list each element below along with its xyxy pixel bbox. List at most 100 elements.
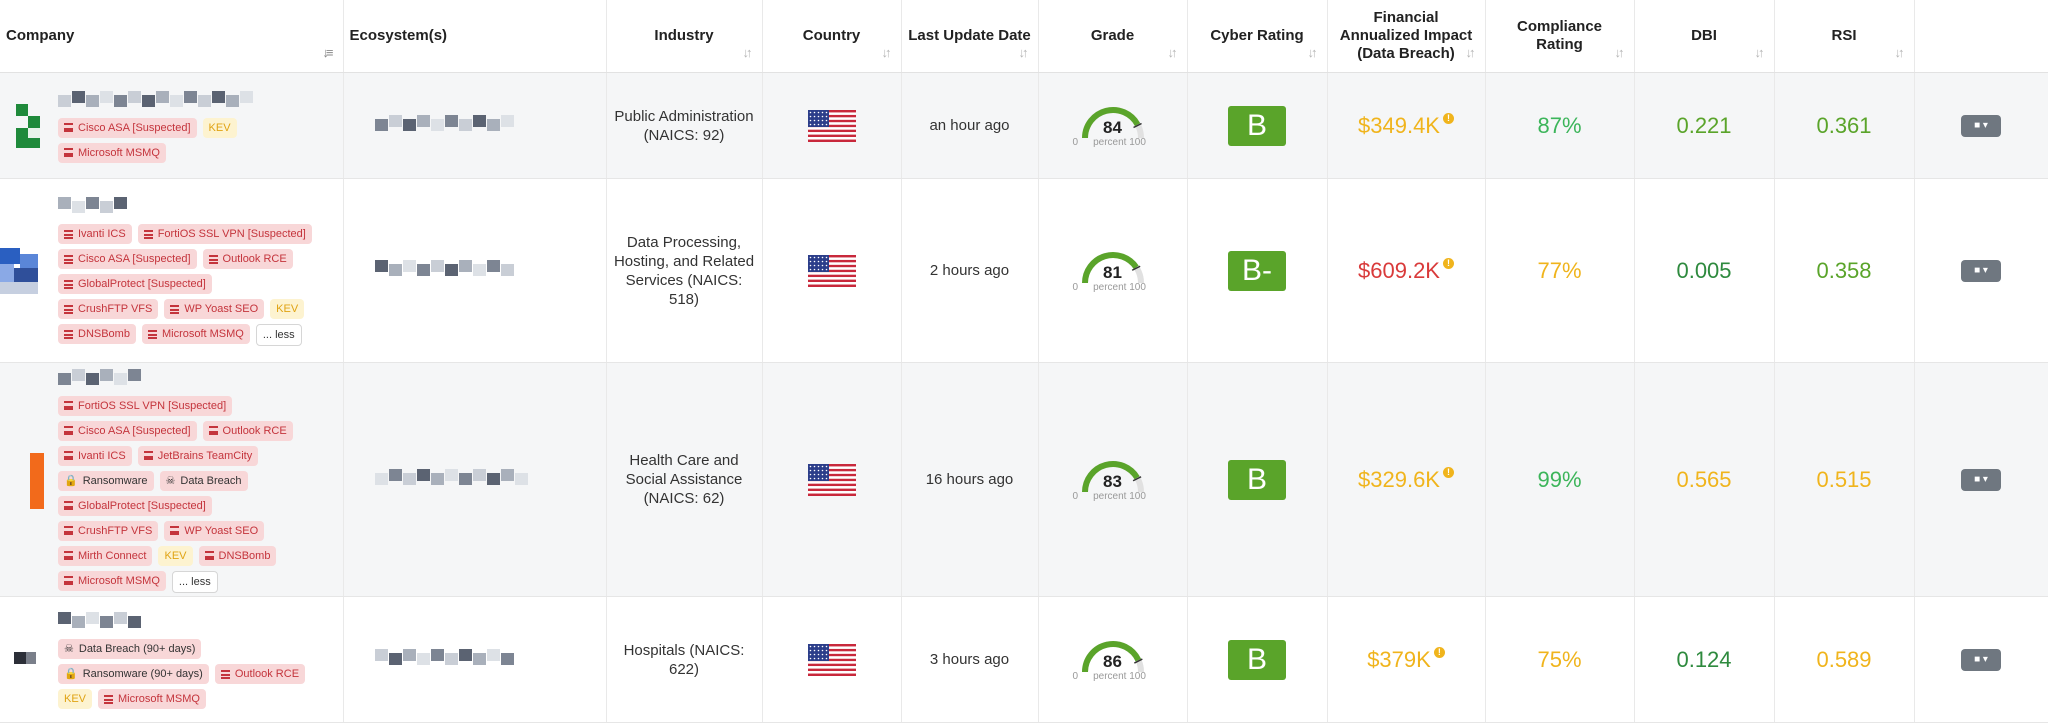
info-icon[interactable]: ! — [1442, 112, 1454, 124]
sort-icon[interactable]: ↓↑ — [742, 45, 753, 60]
company-name-redacted — [58, 612, 141, 628]
row-actions-button[interactable]: ■ ▾ — [1961, 648, 2001, 671]
col-country[interactable]: Country ↓↑ — [762, 0, 902, 73]
vulnerability-icon — [64, 451, 73, 460]
risk-tag[interactable]: CrushFTP VFS — [58, 520, 159, 541]
sort-icon[interactable]: ↓↑ — [881, 45, 892, 60]
risk-tag[interactable]: KEV — [58, 689, 93, 709]
col-financial[interactable]: Financial Annualized Impact (Data Breach) ↓… — [1327, 0, 1486, 73]
col-grade[interactable]: Grade ↓↑ — [1038, 0, 1188, 73]
toggle-tags-button[interactable]: ... less — [255, 324, 302, 346]
info-icon[interactable]: ! — [1442, 257, 1454, 269]
risk-tag[interactable]: Cisco ASA [Suspected] — [58, 420, 197, 441]
table-row[interactable]: Cisco ASA [Suspected] KEV Microsoft MSMQ P… — [0, 72, 2048, 179]
table-row[interactable]: ☠ Data Breach (90+ days) 🔒 Ransomware (90+ … — [0, 596, 2048, 723]
risk-tag-label: Ransomware (90+ days) — [82, 668, 203, 680]
gauge-min-label: 0 — [1072, 670, 1079, 682]
risk-tag[interactable]: DNSBomb — [58, 324, 136, 344]
col-cyber-rating-label: Cyber Rating — [1210, 27, 1304, 44]
risk-tag[interactable]: FortiOS SSL VPN [Suspected] — [137, 224, 312, 244]
row-actions-button[interactable]: ■ ▾ — [1961, 114, 2001, 137]
table-row[interactable]: FortiOS SSL VPN [Suspected] Cisco ASA [Su… — [0, 362, 2048, 597]
col-rsi[interactable]: RSI ↓↑ — [1774, 0, 1915, 73]
risk-tag[interactable]: ☠ Data Breach (90+ days) — [58, 639, 202, 659]
risk-tags: Cisco ASA [Suspected] KEV Microsoft MSMQ — [58, 117, 313, 163]
ecosystem-cell[interactable] — [343, 72, 607, 179]
risk-tag-label: Ransomware — [82, 474, 148, 487]
risk-tag[interactable]: Microsoft MSMQ — [98, 689, 206, 709]
row-actions-button[interactable]: ■ ▾ — [1961, 259, 2001, 282]
info-icon[interactable]: ! — [1433, 646, 1445, 658]
col-company[interactable]: Company ↓≡ — [0, 0, 344, 73]
risk-tag[interactable]: WP Yoast SEO — [164, 520, 265, 541]
sort-icon[interactable]: ↓↑ — [1018, 45, 1029, 60]
sort-icon[interactable]: ↓≡ — [322, 45, 333, 60]
us-flag-icon — [807, 109, 856, 142]
risk-tag[interactable]: ☠ Data Breach — [159, 470, 248, 491]
risk-tag-label: WP Yoast SEO — [184, 303, 259, 315]
sort-icon[interactable]: ↓↑ — [1754, 45, 1765, 60]
col-dbi[interactable]: DBI ↓↑ — [1634, 0, 1775, 73]
sort-icon[interactable]: ↓↑ — [1167, 45, 1178, 60]
risk-tag[interactable]: WP Yoast SEO — [164, 299, 265, 319]
grade-gauge: 86 0 percent 100 — [1073, 634, 1153, 686]
risk-tag-label: Cisco ASA [Suspected] — [78, 424, 191, 437]
risk-tag-label: Microsoft MSMQ — [161, 328, 244, 340]
risk-tag[interactable]: Outlook RCE — [214, 664, 306, 684]
col-last-update[interactable]: Last Update Date ↓↑ — [901, 0, 1039, 73]
ecosystem-cell[interactable] — [343, 596, 607, 723]
risk-tag[interactable]: Microsoft MSMQ — [58, 570, 166, 591]
risk-tag[interactable]: KEV — [158, 545, 193, 566]
sort-icon[interactable]: ↓↑ — [1894, 45, 1905, 60]
vulnerability-icon — [64, 123, 73, 132]
risk-tag[interactable]: Cisco ASA [Suspected] — [58, 117, 197, 138]
risk-tag[interactable]: Microsoft MSMQ — [141, 324, 250, 344]
risk-tag[interactable]: 🔒 Ransomware — [58, 470, 154, 491]
sort-icon[interactable]: ↓↑ — [1465, 45, 1476, 60]
risk-tag[interactable]: CrushFTP VFS — [58, 299, 159, 319]
risk-tag-label: KEV — [64, 693, 87, 705]
table-row[interactable]: Ivanti ICS FortiOS SSL VPN [Suspected] Cis… — [0, 178, 2048, 363]
vulnerability-icon — [64, 426, 73, 435]
company-cell[interactable]: Cisco ASA [Suspected] KEV Microsoft MSMQ — [0, 81, 343, 171]
risk-tag[interactable]: DNSBomb — [198, 545, 277, 566]
risk-tag[interactable]: JetBrains TeamCity — [137, 445, 259, 466]
col-ecosystem[interactable]: Ecosystem(s) — [343, 0, 607, 73]
risk-tag[interactable]: Cisco ASA [Suspected] — [58, 249, 197, 269]
col-compliance[interactable]: Compliance Rating ↓↑ — [1485, 0, 1635, 73]
row-actions-button[interactable]: ■ ▾ — [1961, 468, 2001, 491]
risk-tag[interactable]: KEV — [202, 117, 237, 138]
last-update-text: 3 hours ago — [929, 651, 1010, 668]
dbi-value: 0.005 — [1676, 257, 1732, 283]
risk-tag-label: DNSBomb — [78, 328, 130, 340]
risk-tag[interactable]: GlobalProtect [Suspected] — [58, 495, 212, 516]
company-cell[interactable]: FortiOS SSL VPN [Suspected] Cisco ASA [Su… — [0, 367, 343, 593]
risk-tag[interactable]: FortiOS SSL VPN [Suspected] — [58, 395, 233, 416]
col-cyber-rating[interactable]: Cyber Rating ↓↑ — [1187, 0, 1328, 73]
ecosystem-cell[interactable] — [343, 178, 607, 363]
info-icon[interactable]: ! — [1442, 466, 1454, 478]
rsi-value: 0.515 — [1816, 466, 1872, 492]
risk-tag[interactable]: Microsoft MSMQ — [58, 142, 166, 163]
gauge-max-label: percent 100 — [1093, 281, 1146, 293]
sort-icon[interactable]: ↓↑ — [1614, 45, 1625, 60]
risk-tag[interactable]: Mirth Connect — [58, 545, 153, 566]
risk-tag[interactable]: Outlook RCE — [202, 420, 293, 441]
vulnerability-icon — [147, 329, 157, 339]
risk-tag[interactable]: Outlook RCE — [202, 249, 293, 269]
us-flag-icon — [807, 463, 856, 496]
risk-tag[interactable]: GlobalProtect [Suspected] — [58, 274, 212, 294]
toggle-tags-button[interactable]: ... less — [171, 570, 218, 593]
sort-icon[interactable]: ↓↑ — [1307, 45, 1318, 60]
col-actions — [1914, 0, 2048, 73]
company-logo — [0, 615, 58, 705]
risk-tag[interactable]: Ivanti ICS — [58, 445, 132, 466]
risk-tag[interactable]: Ivanti ICS — [58, 224, 132, 244]
company-cell[interactable]: ☠ Data Breach (90+ days) 🔒 Ransomware (90+ … — [0, 610, 343, 709]
col-industry[interactable]: Industry ↓↑ — [606, 0, 763, 73]
risk-tags: ☠ Data Breach (90+ days) 🔒 Ransomware (90+ … — [58, 639, 313, 709]
company-cell[interactable]: Ivanti ICS FortiOS SSL VPN [Suspected] Cis… — [0, 195, 343, 346]
ecosystem-cell[interactable] — [343, 362, 607, 597]
risk-tag[interactable]: 🔒 Ransomware (90+ days) — [58, 664, 209, 684]
risk-tag[interactable]: KEV — [270, 299, 305, 319]
